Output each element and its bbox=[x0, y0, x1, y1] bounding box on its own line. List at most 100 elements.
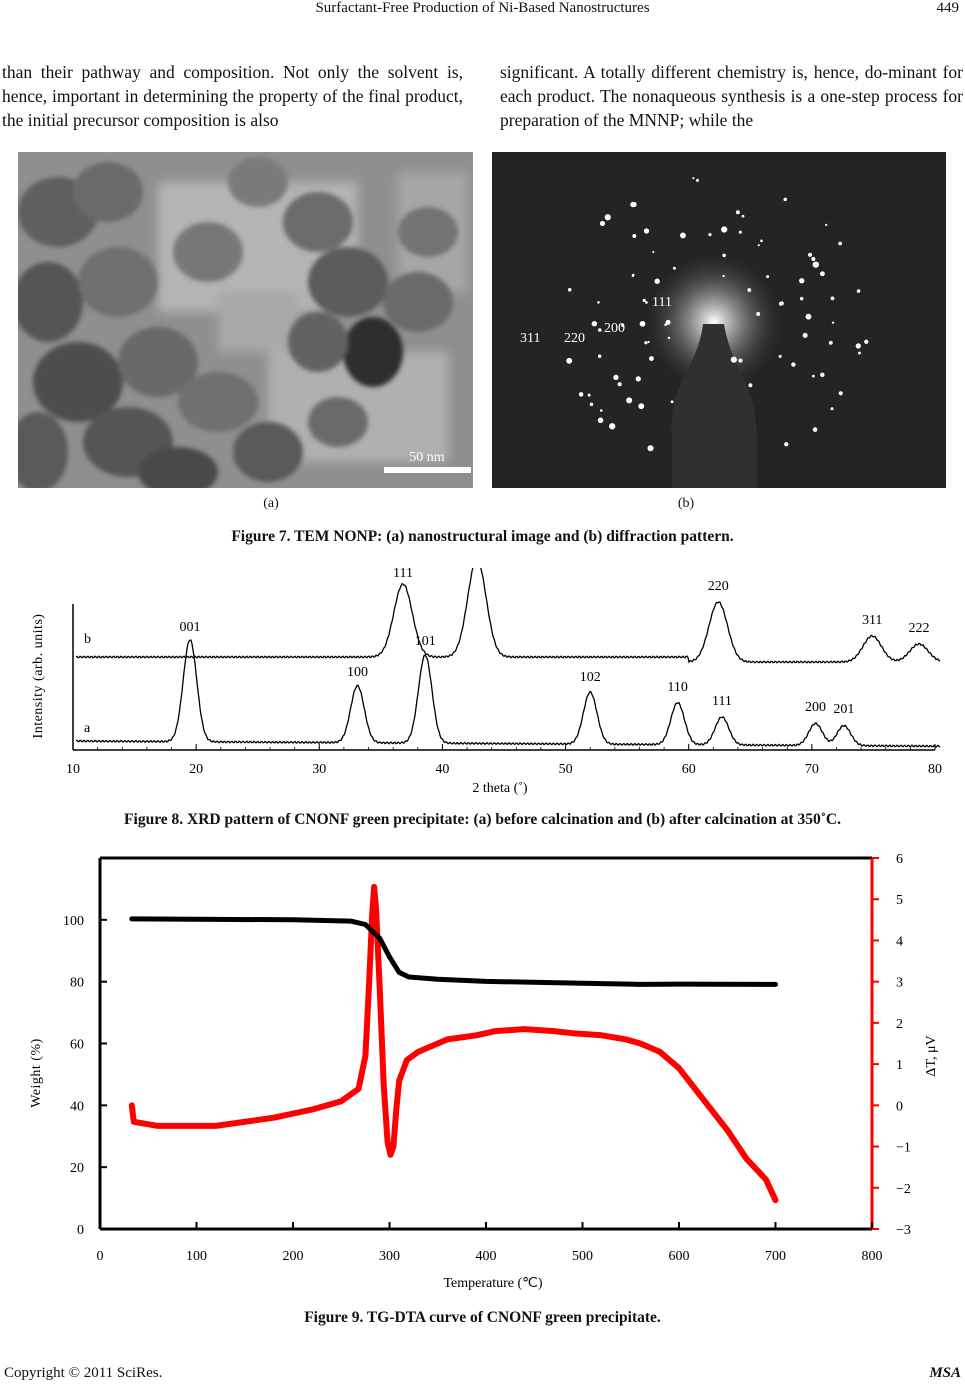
running-head: Surfactant-Free Production of Ni-Based N… bbox=[0, 0, 965, 24]
diffraction-spot bbox=[692, 177, 695, 180]
footer: Copyright © 2011 SciRes. MSA bbox=[0, 1365, 965, 1385]
diffraction-spot bbox=[831, 321, 835, 324]
diffraction-spot bbox=[748, 383, 753, 388]
diffraction-spot bbox=[643, 228, 650, 234]
diffraction-spot bbox=[608, 423, 616, 430]
diffraction-spot bbox=[830, 296, 835, 301]
diffraction-spot bbox=[855, 343, 861, 349]
diffraction-spot bbox=[598, 328, 602, 332]
tg-y2tick-label: 1 bbox=[896, 1058, 903, 1073]
xrd-peak-label: 001 bbox=[179, 620, 200, 635]
xrd-series-line-a bbox=[75, 639, 941, 748]
diffraction-spot bbox=[654, 278, 660, 284]
diffraction-spot bbox=[652, 250, 655, 254]
diffraction-spot bbox=[695, 178, 699, 182]
tg-ytick-label: 60 bbox=[70, 1038, 84, 1053]
tg-y2tick-label: −1 bbox=[896, 1141, 911, 1156]
diffraction-spot bbox=[820, 372, 825, 378]
ring-label-200: 200 bbox=[604, 321, 625, 336]
tg-xtick-label: 700 bbox=[765, 1249, 786, 1264]
diffraction-spot bbox=[812, 427, 818, 432]
diffraction-spot bbox=[597, 354, 602, 358]
diffraction-spot bbox=[670, 400, 674, 404]
xrd-series-line-b bbox=[75, 557, 941, 664]
diffraction-spot bbox=[597, 301, 600, 304]
diffraction-spot bbox=[597, 417, 604, 424]
diffraction-spot bbox=[647, 340, 650, 344]
diffraction-spot bbox=[667, 336, 671, 340]
diffraction-spot bbox=[812, 261, 819, 268]
tg-y2tick-label: −3 bbox=[896, 1223, 911, 1238]
tg-xtick-label: 800 bbox=[862, 1249, 883, 1264]
page-number: 449 bbox=[936, 0, 960, 16]
diffraction-spot bbox=[784, 442, 789, 447]
diffraction-spot bbox=[630, 201, 636, 208]
diffraction-spot bbox=[779, 301, 784, 306]
xrd-peak-label: 111 bbox=[712, 694, 732, 709]
diffraction-spot bbox=[805, 313, 812, 320]
diffraction-spot bbox=[604, 214, 611, 221]
diffraction-spot bbox=[791, 362, 796, 367]
diffraction-spot bbox=[638, 403, 645, 410]
tg-y2tick-label: 3 bbox=[896, 976, 903, 991]
diffraction-spot bbox=[566, 357, 573, 364]
diffraction-spot bbox=[799, 296, 804, 301]
diffraction-spot bbox=[838, 391, 843, 396]
diffraction-spot bbox=[626, 397, 633, 404]
xrd-xtick-label: 40 bbox=[435, 762, 449, 777]
diffraction-spot bbox=[722, 253, 726, 258]
xrd-peak-label: 110 bbox=[667, 680, 687, 695]
xrd-peak-label: 100 bbox=[347, 665, 368, 680]
tg-xtick-label: 400 bbox=[476, 1249, 497, 1264]
tg-xtick-label: 500 bbox=[572, 1249, 593, 1264]
diffraction-spot bbox=[647, 445, 654, 452]
diffraction-spot bbox=[644, 341, 648, 345]
figure8-caption: Figure 8. XRD pattern of CNONF green pre… bbox=[124, 811, 841, 828]
tg-y2tick-label: 5 bbox=[896, 893, 903, 908]
dta-curve bbox=[128, 883, 779, 1204]
diffraction-spot bbox=[621, 323, 625, 327]
diffraction-spot bbox=[617, 382, 622, 387]
xrd-peak-label: 102 bbox=[580, 670, 601, 685]
right-column-text: significant. A totally different chemist… bbox=[500, 62, 963, 130]
tg-y2tick-label: 6 bbox=[896, 852, 903, 867]
tg-xlabel: Temperature (℃) bbox=[443, 1276, 542, 1291]
figure9-caption: Figure 9. TG-DTA curve of CNONF green pr… bbox=[304, 1309, 661, 1326]
diffraction-spot bbox=[858, 351, 861, 355]
diffraction-spot bbox=[828, 340, 833, 345]
diffraction-spot bbox=[567, 287, 572, 292]
diffraction-spot bbox=[747, 288, 752, 292]
tg-ylabel: Weight (%) bbox=[29, 1038, 44, 1108]
diffraction-spot bbox=[721, 226, 728, 233]
tg-y2tick-label: 0 bbox=[896, 1099, 903, 1114]
tg-ytick-label: 100 bbox=[63, 914, 84, 929]
diffraction-spot bbox=[825, 223, 828, 227]
xrd-xtick-label: 80 bbox=[928, 762, 942, 777]
diffraction-spot bbox=[642, 298, 646, 302]
diffraction-spot bbox=[783, 197, 787, 202]
ring-label-220: 220 bbox=[564, 331, 585, 346]
diffraction-spot bbox=[632, 233, 637, 238]
diffraction-spot bbox=[738, 358, 743, 363]
running-title: Surfactant-Free Production of Ni-Based N… bbox=[315, 0, 650, 16]
diffraction-spot bbox=[665, 319, 671, 325]
xrd-xtick-label: 10 bbox=[66, 762, 80, 777]
tg-y2tick-label: 4 bbox=[896, 934, 903, 949]
xrd-xtick-label: 50 bbox=[559, 762, 573, 777]
tg-curve bbox=[129, 916, 778, 987]
xrd-xtick-label: 70 bbox=[805, 762, 819, 777]
xrd-xtick-label: 20 bbox=[189, 762, 203, 777]
xrd-peak-label: 220 bbox=[708, 579, 729, 594]
diffraction-spot bbox=[802, 332, 808, 338]
diffraction-spot bbox=[811, 257, 816, 262]
diffraction-spot bbox=[631, 273, 635, 277]
xrd-peak-label: 222 bbox=[908, 621, 929, 636]
xrd-series-label-b: b bbox=[84, 632, 91, 647]
diffraction-spot bbox=[820, 271, 825, 277]
xrd-peak-label: 311 bbox=[862, 613, 882, 628]
diffraction-spot bbox=[680, 232, 686, 239]
diffraction-spot bbox=[635, 376, 641, 382]
diffraction-spot bbox=[778, 354, 782, 358]
tg-y2tick-label: 2 bbox=[896, 1017, 903, 1032]
diffraction-spot bbox=[672, 266, 676, 270]
